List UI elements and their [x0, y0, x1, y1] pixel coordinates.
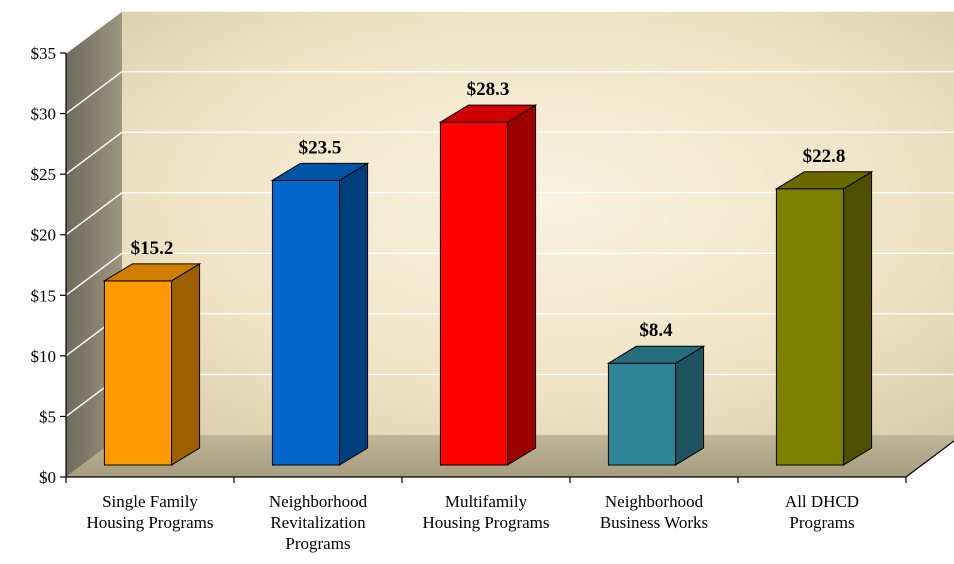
x-category-label: Neighborhood Revitalization Programs [269, 492, 368, 553]
bar [606, 345, 706, 466]
bar-front [775, 188, 845, 466]
data-label: $28.3 [467, 79, 510, 100]
data-label: $15.2 [131, 238, 174, 259]
bar-top [438, 104, 538, 123]
bar-top [606, 345, 706, 364]
bar-top [102, 263, 202, 282]
data-labels: $15.2 $23.5 $28.3 $8.4 $22.8 [131, 79, 846, 341]
gridline [65, 131, 954, 175]
floor-edge [905, 440, 954, 478]
x-category-label: Single Family Housing Programs [86, 492, 213, 532]
bar-front [103, 280, 173, 466]
bar [270, 162, 370, 466]
y-tick-label: $15 [31, 286, 57, 305]
x-category-label: All DHCD Programs [785, 492, 859, 532]
data-label: $23.5 [299, 137, 342, 158]
data-label: $8.4 [639, 320, 673, 341]
bar [774, 170, 874, 466]
bar [438, 104, 538, 466]
bar [102, 262, 202, 466]
x-category-label: Multifamily Housing Programs [422, 492, 549, 532]
x-category-label: Neighborhood Business Works [600, 492, 708, 532]
bar-side [507, 104, 537, 466]
bar-top [774, 171, 874, 190]
bar-front [439, 121, 509, 466]
axes [65, 53, 954, 478]
gridline [65, 70, 954, 115]
bar-side [843, 170, 873, 466]
y-tick-label: $10 [31, 347, 57, 366]
data-label: $22.8 [803, 146, 846, 167]
y-tick-label: $5 [39, 407, 56, 426]
y-tick-label: $30 [31, 105, 57, 124]
y-axis-ticks: $0 $5 $10 $15 $20 $25 $30 $35 [31, 44, 66, 487]
y-tick-label: $20 [31, 226, 57, 245]
bar-top [270, 162, 370, 181]
y-tick-label: $0 [39, 468, 56, 487]
bar-side [171, 262, 201, 466]
bar-front [271, 179, 341, 466]
y-tick-label: $35 [31, 44, 57, 63]
gridline [65, 10, 954, 54]
y-tick-label: $25 [31, 165, 57, 184]
bars [102, 104, 874, 466]
bar-side [675, 345, 705, 466]
gridline [65, 192, 954, 236]
bar-side [339, 162, 369, 466]
x-axis-labels: Single Family Housing Programs Neighborhoo… [65, 477, 907, 553]
gridline [65, 252, 954, 296]
bar-front [607, 362, 677, 466]
